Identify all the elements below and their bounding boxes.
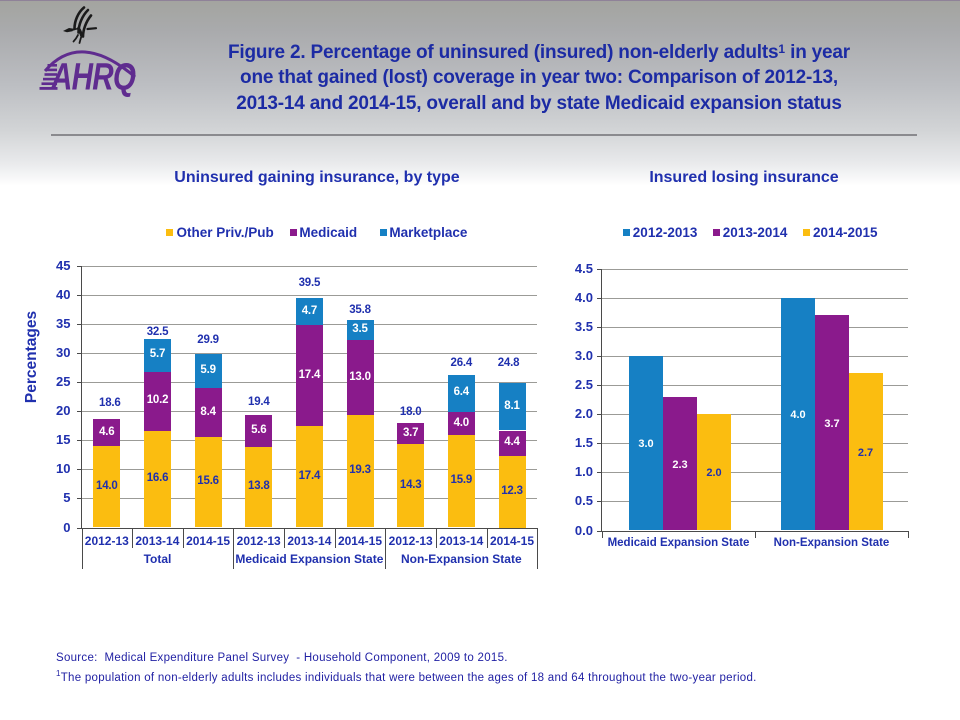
svg-text:AHRQ: AHRQ [50, 56, 135, 98]
